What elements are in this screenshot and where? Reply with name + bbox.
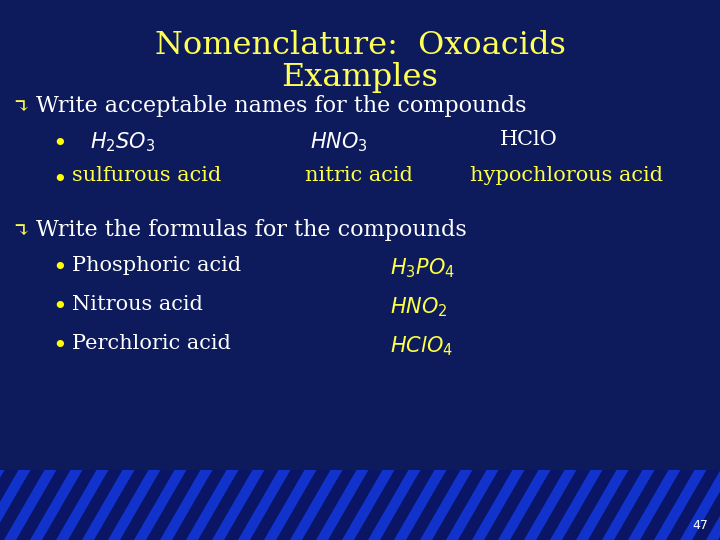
Text: nitric acid: nitric acid xyxy=(305,166,413,185)
Polygon shape xyxy=(250,470,305,540)
Text: HClO: HClO xyxy=(500,130,558,149)
Polygon shape xyxy=(16,470,71,540)
Text: $HNO_2$: $HNO_2$ xyxy=(390,295,448,319)
Polygon shape xyxy=(562,470,616,540)
Text: $H_3PO_4$: $H_3PO_4$ xyxy=(390,256,455,280)
Polygon shape xyxy=(432,470,487,540)
Polygon shape xyxy=(588,470,642,540)
Polygon shape xyxy=(614,470,668,540)
Polygon shape xyxy=(484,470,539,540)
Polygon shape xyxy=(718,470,720,540)
Text: Nomenclature:  Oxoacids: Nomenclature: Oxoacids xyxy=(155,30,565,61)
Polygon shape xyxy=(224,470,279,540)
Text: $HClO_4$: $HClO_4$ xyxy=(390,334,453,357)
Polygon shape xyxy=(666,470,720,540)
Text: hypochlorous acid: hypochlorous acid xyxy=(470,166,663,185)
Polygon shape xyxy=(120,470,174,540)
Polygon shape xyxy=(536,470,590,540)
Polygon shape xyxy=(510,470,564,540)
Text: •: • xyxy=(52,132,67,156)
Text: Perchloric acid: Perchloric acid xyxy=(72,334,231,353)
Polygon shape xyxy=(42,470,96,540)
Bar xyxy=(0,470,720,540)
Text: $H_2SO_3$: $H_2SO_3$ xyxy=(90,130,156,153)
Text: sulfurous acid: sulfurous acid xyxy=(72,166,221,185)
Text: •: • xyxy=(52,295,67,319)
Polygon shape xyxy=(276,470,330,540)
Text: •: • xyxy=(52,168,67,192)
Polygon shape xyxy=(0,470,19,540)
Text: Write the formulas for the compounds: Write the formulas for the compounds xyxy=(36,219,467,241)
Text: •: • xyxy=(52,256,67,280)
Polygon shape xyxy=(354,470,408,540)
Polygon shape xyxy=(198,470,253,540)
Polygon shape xyxy=(172,470,226,540)
Polygon shape xyxy=(380,470,434,540)
Text: •: • xyxy=(52,334,67,358)
Text: $HNO_3$: $HNO_3$ xyxy=(310,130,368,153)
Text: ↴: ↴ xyxy=(12,98,30,117)
Polygon shape xyxy=(328,470,382,540)
Text: Write acceptable names for the compounds: Write acceptable names for the compounds xyxy=(36,95,526,117)
Polygon shape xyxy=(640,470,694,540)
Polygon shape xyxy=(0,470,45,540)
Polygon shape xyxy=(146,470,200,540)
Text: ↴: ↴ xyxy=(12,222,30,241)
Polygon shape xyxy=(458,470,513,540)
Text: Phosphoric acid: Phosphoric acid xyxy=(72,256,241,275)
Polygon shape xyxy=(692,470,720,540)
Polygon shape xyxy=(94,470,148,540)
Polygon shape xyxy=(406,470,460,540)
Text: Examples: Examples xyxy=(282,62,438,93)
Polygon shape xyxy=(302,470,356,540)
Text: 47: 47 xyxy=(692,519,708,532)
Text: Nitrous acid: Nitrous acid xyxy=(72,295,203,314)
Polygon shape xyxy=(68,470,122,540)
